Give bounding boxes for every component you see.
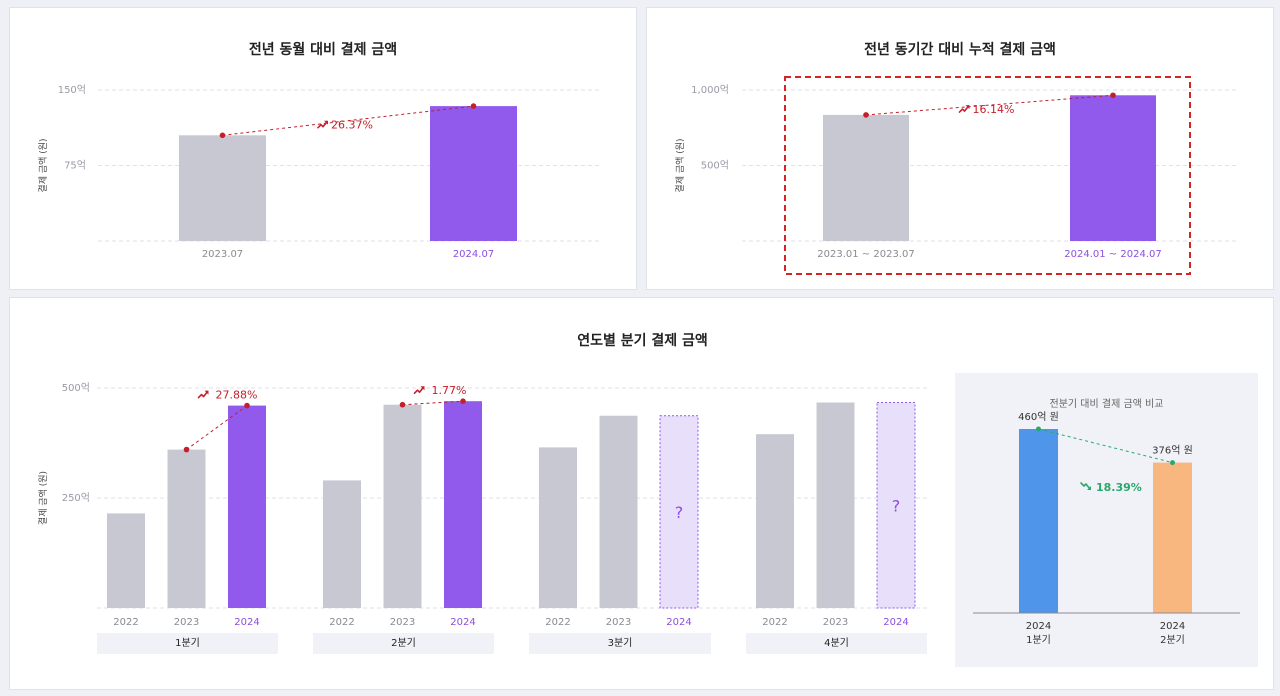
trend-up-icon	[197, 390, 209, 399]
quarter-label-q4: 4분기	[746, 633, 927, 654]
data-point	[470, 103, 477, 109]
x-tick-quarter: 2분기	[1160, 634, 1185, 646]
data-point	[1036, 426, 1041, 432]
bar-2022	[107, 513, 145, 608]
value-label: 376억 원	[1152, 445, 1193, 457]
trend-arrowhead	[324, 120, 328, 125]
data-point	[1110, 92, 1116, 99]
trend-arrowhead	[965, 105, 970, 110]
bar-current-year	[430, 106, 517, 242]
chart-title: 연도별 분기 결제 금액	[577, 333, 708, 349]
bar-2023	[383, 404, 422, 608]
x-tick-label: 2024	[666, 617, 691, 628]
x-tick-label: 2024	[883, 617, 908, 628]
x-tick-label: 2022	[545, 617, 570, 628]
trend-arrowhead	[1087, 486, 1091, 490]
bar-2022	[539, 447, 577, 608]
card-cumulative-comparison: 전년 동기간 대비 누적 결제 금액 1,000억 500억 결제 금액 (원) 20…	[646, 7, 1274, 290]
bar-2024	[444, 401, 482, 608]
data-point	[244, 402, 250, 409]
data-point	[219, 132, 226, 139]
change-percent: 18.39%	[1096, 481, 1142, 494]
change-percent: 27.88%	[216, 389, 258, 402]
y-tick-label: 1,000억	[691, 84, 729, 96]
x-tick-label: 2023.01 ~ 2023.07	[817, 249, 914, 260]
panel-title: 전분기 대비 결제 금액 비교	[1049, 399, 1164, 410]
x-tick-label: 2023.07	[202, 249, 243, 260]
previous-quarter-comparison-panel: 전분기 대비 결제 금액 비교 460억 원 2024 1분기 376억 원 2024 2…	[955, 373, 1258, 667]
x-tick-label: 2022	[113, 617, 138, 628]
unknown-value-mark: ?	[892, 496, 901, 515]
y-axis-label: 결제 금액 (원)	[674, 138, 686, 192]
monthly-comparison-chart: 150억 75억 결제 금액 (원) 2023.07 2024.07 26.37%	[37, 84, 600, 260]
previous-quarter-chart: 460억 원 2024 1분기 376억 원 2024 2분기 18.39%	[973, 411, 1240, 646]
x-tick-year: 2024	[1026, 621, 1051, 632]
trend-up-icon	[317, 120, 328, 129]
data-point	[1170, 460, 1175, 466]
data-point	[399, 401, 406, 408]
trend-line	[402, 400, 464, 406]
quarter-label-q2: 2분기	[313, 633, 494, 654]
data-point	[460, 398, 466, 404]
trend-up-icon	[413, 386, 425, 394]
x-tick-label: 2022	[762, 617, 787, 628]
x-tick-quarter: 1분기	[1026, 634, 1051, 646]
y-tick-label: 250억	[62, 492, 90, 504]
x-tick-label: 2023	[390, 617, 415, 628]
x-tick-label: 2024	[450, 617, 475, 628]
y-tick-label: 500억	[701, 160, 729, 172]
trend-up-icon	[958, 105, 970, 113]
trend-down-icon	[1080, 482, 1091, 490]
unknown-value-mark: ?	[675, 503, 684, 522]
data-point	[863, 112, 869, 118]
x-tick-label: 2024.01 ~ 2024.07	[1064, 249, 1161, 260]
change-percent: 26.37%	[331, 119, 373, 132]
trend-arrowhead	[420, 386, 425, 391]
y-tick-label: 75억	[64, 160, 86, 172]
x-tick-label: 2023	[606, 617, 631, 628]
card-quarterly-by-year: 연도별 분기 결제 금액 500억 250억 결제 금액 (원) 2022 2023 20…	[9, 297, 1274, 690]
x-tick-year: 2024	[1160, 621, 1185, 632]
bar-unknown-2024	[659, 415, 699, 609]
trend-line	[865, 94, 1114, 116]
trend-arrowhead	[204, 390, 209, 395]
y-tick-label: 500억	[62, 382, 90, 394]
card-monthly-comparison: 전년 동월 대비 결제 금액 150억 75억 결제 금액 (원) 2023.07 20…	[9, 7, 637, 290]
y-tick-label: 150억	[58, 84, 86, 96]
quarter-label-q1: 1분기	[97, 633, 278, 654]
trend-line	[1038, 428, 1173, 464]
chart-title: 전년 동기간 대비 누적 결제 금액	[864, 42, 1056, 58]
bar-2022	[323, 480, 361, 608]
bar-unknown-2024	[876, 402, 916, 609]
x-tick-label: 2023	[174, 617, 199, 628]
chart-title: 전년 동월 대비 결제 금액	[248, 42, 398, 58]
x-tick-label: 2024	[234, 617, 259, 628]
x-tick-label: 2023	[823, 617, 848, 628]
x-tick-label: 2024.07	[453, 249, 494, 260]
highlight-frame	[784, 76, 1191, 275]
y-axis-label: 결제 금액 (원)	[37, 471, 49, 525]
bar-2023	[599, 415, 638, 608]
y-axis-label: 결제 금액 (원)	[37, 138, 49, 192]
quarterly-by-year-chart: 500억 250억 결제 금액 (원) 2022 2023 2024 27.88% 2022 2…	[37, 382, 928, 628]
bar-previous-year	[179, 135, 266, 241]
bar-2023	[167, 449, 206, 608]
bar-current-year	[1070, 95, 1156, 241]
value-label: 460억 원	[1018, 411, 1059, 423]
bar-2024-q1	[1019, 429, 1058, 613]
bar-2022	[756, 434, 794, 608]
bar-previous-year	[823, 114, 909, 241]
quarter-label-q3: 3분기	[529, 633, 711, 654]
bar-2023	[816, 402, 855, 608]
cumulative-comparison-chart: 1,000억 500억 결제 금액 (원) 2023.01 ~ 2023.07 2024…	[674, 76, 1237, 275]
trend-line	[186, 405, 248, 451]
bar-2024	[228, 405, 266, 608]
data-point	[183, 446, 190, 453]
x-tick-label: 2022	[329, 617, 354, 628]
change-percent: 1.77%	[432, 384, 467, 397]
bar-2024-q2	[1153, 462, 1192, 613]
change-percent: 16.14%	[973, 103, 1015, 116]
trend-line	[222, 105, 474, 136]
